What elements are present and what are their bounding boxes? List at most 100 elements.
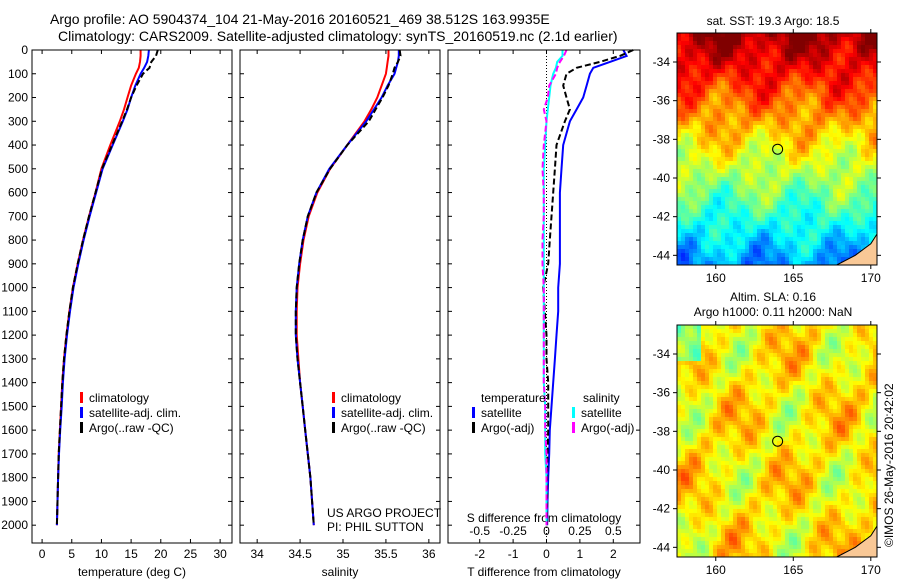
map-cell (833, 97, 837, 101)
map-cell (837, 345, 841, 349)
map-cell (825, 101, 829, 105)
map-cell (677, 429, 681, 433)
map-cell (801, 229, 805, 233)
map-cell (833, 393, 837, 397)
map-cell (713, 109, 717, 113)
map-cell (825, 261, 829, 265)
map-cell (797, 437, 801, 441)
map-cell (753, 357, 757, 361)
map-cell (693, 445, 697, 449)
map-cell (685, 41, 689, 45)
map-cell (713, 377, 717, 381)
map-cell (733, 245, 737, 249)
map-cell (757, 261, 761, 265)
map-cell (837, 189, 841, 193)
map-cell (709, 245, 713, 249)
map-cell (817, 201, 821, 205)
map-cell (749, 173, 753, 177)
map-cell (777, 377, 781, 381)
map-cell (745, 253, 749, 257)
map-cell (749, 249, 753, 253)
map-cell (741, 49, 745, 53)
map-cell (721, 45, 725, 49)
map-cell (765, 341, 769, 345)
map-cell (709, 45, 713, 49)
map-cell (833, 169, 837, 173)
map-cell (741, 125, 745, 129)
map-cell (677, 345, 681, 349)
map-cell (773, 253, 777, 257)
map-cell (765, 57, 769, 61)
y-tick-label: 1500 (1, 399, 28, 413)
map-cell (725, 121, 729, 125)
series-climatology (55, 50, 142, 526)
map-cell (741, 233, 745, 237)
map-cell (705, 85, 709, 89)
map-cell (701, 233, 705, 237)
map-cell (741, 353, 745, 357)
map-cell (677, 253, 681, 257)
map-cell (841, 417, 845, 421)
map-cell (753, 101, 757, 105)
map-cell (701, 161, 705, 165)
map-cell (721, 201, 725, 205)
map-cell (689, 177, 693, 181)
map-cell (721, 257, 725, 261)
map-cell (717, 437, 721, 441)
map-cell (861, 417, 865, 421)
map-cell (861, 137, 865, 141)
map-cell (761, 453, 765, 457)
map-cell (853, 49, 857, 53)
map-cell (821, 457, 825, 461)
map-cell (709, 433, 713, 437)
map-cell (793, 405, 797, 409)
map-cell (769, 105, 773, 109)
map-cell (845, 157, 849, 161)
map-cell (873, 109, 877, 113)
map-cell (781, 229, 785, 233)
map-cell (701, 249, 705, 253)
map-cell (769, 193, 773, 197)
map-cell (701, 325, 705, 329)
map-cell (837, 441, 841, 445)
map-cell (785, 397, 789, 401)
map-cell (701, 261, 705, 265)
map-cell (737, 41, 741, 45)
map-cell (781, 125, 785, 129)
map-cell (781, 57, 785, 61)
map-cell (857, 345, 861, 349)
map-cell (689, 417, 693, 421)
map-cell (797, 441, 801, 445)
map-cell (713, 89, 717, 93)
map-cell (833, 153, 837, 157)
map-cell (681, 149, 685, 153)
map-cell (781, 457, 785, 461)
map-cell (781, 189, 785, 193)
y-tick-label: 0 (21, 43, 28, 57)
map-cell (685, 337, 689, 341)
map-cell (745, 257, 749, 261)
map-cell (869, 137, 873, 141)
map-cell (785, 97, 789, 101)
map-cell (825, 165, 829, 169)
map-cell (733, 45, 737, 49)
y-tick-label: 300 (8, 114, 28, 128)
map-cell (777, 73, 781, 77)
map-cell (685, 189, 689, 193)
map-cell (797, 245, 801, 249)
map-cell (845, 89, 849, 93)
map-cell (709, 85, 713, 89)
map-cell (681, 85, 685, 89)
map-cell (789, 457, 793, 461)
map-cell (697, 413, 701, 417)
map-cell (837, 69, 841, 73)
map-cell (801, 161, 805, 165)
map-cell (689, 89, 693, 93)
map-cell (785, 73, 789, 77)
map-cell (761, 461, 765, 465)
map-cell (813, 157, 817, 161)
map-cell (681, 61, 685, 65)
map-cell (785, 209, 789, 213)
map-cell (801, 125, 805, 129)
map-cell (853, 337, 857, 341)
